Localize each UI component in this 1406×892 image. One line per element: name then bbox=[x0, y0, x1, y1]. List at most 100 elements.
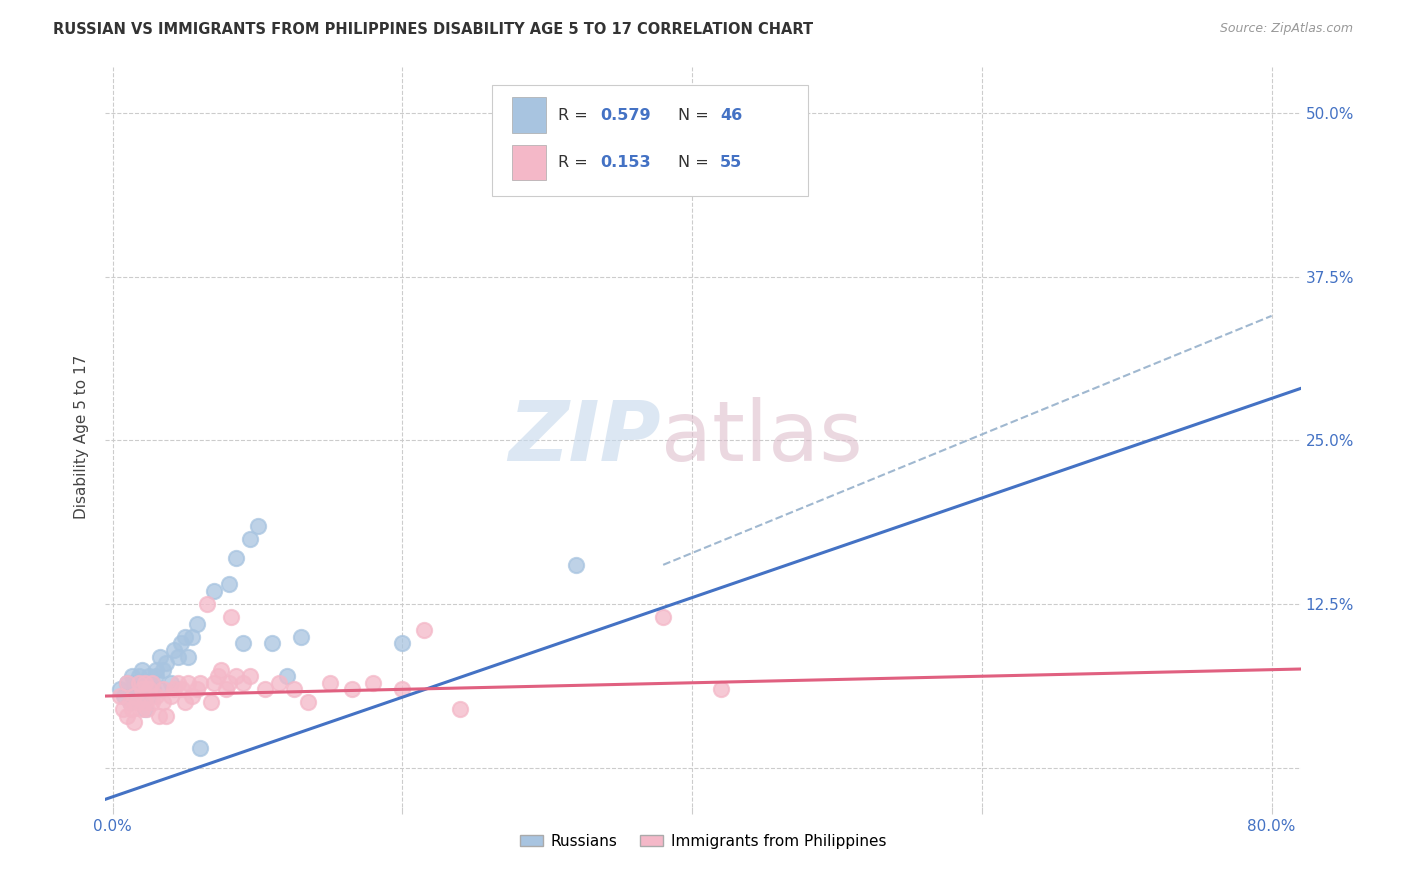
Point bbox=[413, 624, 436, 638]
Point bbox=[209, 663, 232, 677]
Point bbox=[148, 708, 170, 723]
Text: 0.153: 0.153 bbox=[600, 155, 651, 170]
Point bbox=[207, 669, 229, 683]
Point bbox=[276, 669, 298, 683]
Point bbox=[112, 689, 135, 703]
Point bbox=[565, 558, 588, 572]
Point bbox=[218, 675, 240, 690]
Point bbox=[181, 630, 204, 644]
Point bbox=[131, 682, 153, 697]
Point bbox=[134, 695, 156, 709]
Point bbox=[215, 682, 238, 697]
Point bbox=[221, 610, 243, 624]
Point bbox=[124, 689, 146, 703]
Text: Source: ZipAtlas.com: Source: ZipAtlas.com bbox=[1219, 22, 1353, 36]
Point bbox=[167, 675, 190, 690]
Point bbox=[181, 689, 204, 703]
Point bbox=[159, 689, 181, 703]
Point bbox=[128, 669, 150, 683]
Point bbox=[174, 630, 197, 644]
Point bbox=[124, 689, 146, 703]
Point bbox=[136, 702, 159, 716]
Text: 55: 55 bbox=[720, 155, 742, 170]
Point bbox=[246, 518, 269, 533]
Point bbox=[108, 689, 131, 703]
Text: R =: R = bbox=[558, 108, 593, 123]
Point bbox=[260, 636, 283, 650]
Point bbox=[232, 636, 254, 650]
Point bbox=[232, 675, 254, 690]
Point bbox=[710, 682, 733, 697]
Point bbox=[202, 584, 225, 599]
Point bbox=[167, 649, 190, 664]
Point bbox=[177, 675, 200, 690]
Point bbox=[319, 675, 342, 690]
Text: N =: N = bbox=[678, 155, 714, 170]
Point bbox=[391, 682, 413, 697]
Point bbox=[124, 675, 146, 690]
Point bbox=[225, 551, 247, 566]
Legend: Russians, Immigrants from Philippines: Russians, Immigrants from Philippines bbox=[513, 828, 893, 855]
Point bbox=[127, 695, 149, 709]
Point bbox=[188, 675, 211, 690]
Y-axis label: Disability Age 5 to 17: Disability Age 5 to 17 bbox=[75, 355, 90, 519]
Point bbox=[131, 682, 153, 697]
Point bbox=[188, 741, 211, 756]
Point bbox=[162, 682, 184, 697]
Point bbox=[128, 675, 150, 690]
Text: 0.579: 0.579 bbox=[600, 108, 651, 123]
Point bbox=[131, 663, 153, 677]
Point bbox=[115, 708, 138, 723]
Point bbox=[141, 695, 163, 709]
Point bbox=[141, 675, 163, 690]
Text: R =: R = bbox=[558, 155, 593, 170]
Point bbox=[239, 669, 262, 683]
Point bbox=[120, 695, 142, 709]
Point bbox=[200, 695, 222, 709]
Point bbox=[159, 675, 181, 690]
Point bbox=[186, 682, 208, 697]
Point bbox=[131, 702, 153, 716]
Point bbox=[124, 715, 146, 730]
Point bbox=[115, 675, 138, 690]
Point bbox=[340, 682, 363, 697]
Point bbox=[363, 675, 385, 690]
Point bbox=[138, 682, 160, 697]
Point bbox=[202, 675, 225, 690]
Point bbox=[111, 702, 134, 716]
Point bbox=[145, 689, 167, 703]
Text: RUSSIAN VS IMMIGRANTS FROM PHILIPPINES DISABILITY AGE 5 TO 17 CORRELATION CHART: RUSSIAN VS IMMIGRANTS FROM PHILIPPINES D… bbox=[53, 22, 814, 37]
Point bbox=[108, 682, 131, 697]
Point bbox=[174, 695, 197, 709]
Point bbox=[218, 577, 240, 591]
Point bbox=[652, 610, 675, 624]
Point bbox=[134, 702, 156, 716]
Point bbox=[138, 689, 160, 703]
Text: 46: 46 bbox=[720, 108, 742, 123]
Point bbox=[269, 675, 291, 690]
Point bbox=[155, 656, 177, 670]
Point bbox=[283, 682, 305, 697]
Point bbox=[162, 643, 184, 657]
Point bbox=[115, 675, 138, 690]
Point bbox=[155, 708, 177, 723]
Point bbox=[128, 689, 150, 703]
Point bbox=[134, 675, 156, 690]
Point bbox=[148, 682, 170, 697]
Point bbox=[239, 532, 262, 546]
Point bbox=[172, 682, 194, 697]
Point bbox=[138, 669, 160, 683]
Point bbox=[195, 597, 218, 611]
Point bbox=[290, 630, 312, 644]
Point bbox=[449, 702, 471, 716]
Point bbox=[145, 663, 167, 677]
Point bbox=[136, 682, 159, 697]
Text: ZIP: ZIP bbox=[509, 397, 661, 477]
Point bbox=[297, 695, 319, 709]
Point bbox=[152, 695, 174, 709]
Point bbox=[134, 675, 156, 690]
Point bbox=[391, 636, 413, 650]
Point bbox=[141, 675, 163, 690]
Point bbox=[152, 682, 174, 697]
Point bbox=[170, 636, 193, 650]
